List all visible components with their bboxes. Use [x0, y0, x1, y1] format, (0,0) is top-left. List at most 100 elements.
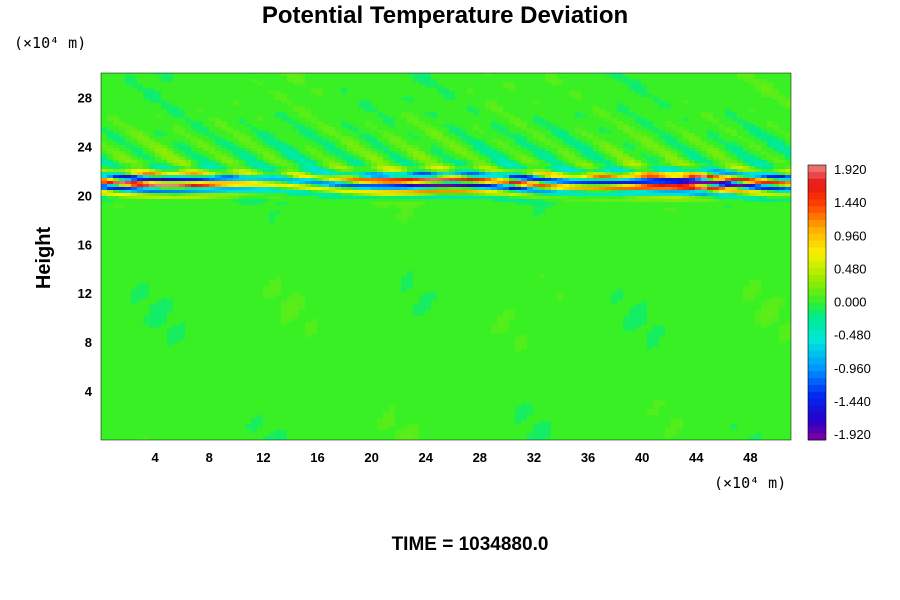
heatmap-cell: [467, 157, 473, 160]
heatmap-cell: [287, 178, 293, 181]
heatmap-cell: [695, 175, 701, 178]
heatmap-cell: [173, 178, 179, 181]
heatmap-cell: [161, 316, 167, 319]
heatmap-cell: [623, 172, 629, 175]
heatmap-cell: [305, 148, 311, 151]
heatmap-cell: [263, 133, 269, 136]
heatmap-cell: [389, 151, 395, 154]
heatmap-cell: [401, 196, 407, 199]
heatmap-cell: [173, 196, 179, 199]
heatmap-cell: [551, 79, 557, 82]
heatmap-cell: [155, 142, 161, 145]
heatmap-cell: [215, 172, 221, 175]
heatmap-cell: [581, 193, 587, 196]
heatmap-cell: [113, 118, 119, 121]
heatmap-cell: [401, 427, 407, 430]
heatmap-cell: [275, 433, 281, 436]
heatmap-cell: [197, 154, 203, 157]
heatmap-cell: [293, 154, 299, 157]
heatmap-cell: [473, 163, 479, 166]
heatmap-cell: [443, 142, 449, 145]
heatmap-cell: [509, 316, 515, 319]
heatmap-cell: [305, 112, 311, 115]
heatmap-cell: [413, 202, 419, 205]
heatmap-cell: [353, 130, 359, 133]
heatmap-cell: [521, 409, 527, 412]
colorbar-swatch: [808, 206, 826, 214]
heatmap-cell: [599, 145, 605, 148]
heatmap-cell: [761, 187, 767, 190]
heatmap-cell: [299, 178, 305, 181]
heatmap-cell: [275, 142, 281, 145]
heatmap-cell: [611, 292, 617, 295]
heatmap-cell: [695, 199, 701, 202]
heatmap-cell: [539, 205, 545, 208]
heatmap-cell: [221, 160, 227, 163]
heatmap-cell: [527, 409, 533, 412]
heatmap-cell: [401, 148, 407, 151]
heatmap-cell: [323, 190, 329, 193]
heatmap-cell: [467, 154, 473, 157]
heatmap-cell: [143, 196, 149, 199]
heatmap-cell: [389, 169, 395, 172]
heatmap-cell: [521, 160, 527, 163]
heatmap-cell: [491, 166, 497, 169]
heatmap-cell: [629, 316, 635, 319]
heatmap-cell: [593, 142, 599, 145]
heatmap-cell: [389, 181, 395, 184]
heatmap-cell: [161, 313, 167, 316]
heatmap-cell: [671, 184, 677, 187]
heatmap-cell: [305, 109, 311, 112]
heatmap-cell: [659, 328, 665, 331]
heatmap-cell: [785, 322, 791, 325]
heatmap-cell: [251, 145, 257, 148]
heatmap-cell: [749, 280, 755, 283]
heatmap-cell: [329, 178, 335, 181]
heatmap-cell: [419, 184, 425, 187]
heatmap-cell: [467, 169, 473, 172]
heatmap-cell: [515, 193, 521, 196]
heatmap-cell: [287, 145, 293, 148]
heatmap-cell: [761, 181, 767, 184]
heatmap-cell: [221, 193, 227, 196]
colorbar-swatch: [808, 295, 826, 303]
heatmap-cell: [365, 133, 371, 136]
heatmap-cell: [149, 142, 155, 145]
heatmap-cell: [497, 178, 503, 181]
heatmap-cell: [275, 196, 281, 199]
heatmap-cell: [599, 175, 605, 178]
heatmap-cell: [605, 187, 611, 190]
heatmap-cell: [155, 304, 161, 307]
heatmap-cell: [131, 169, 137, 172]
heatmap-cell: [251, 430, 257, 433]
heatmap-cell: [407, 274, 413, 277]
heatmap-cell: [173, 130, 179, 133]
heatmap-cell: [599, 160, 605, 163]
heatmap-cell: [767, 175, 773, 178]
heatmap-cell: [671, 169, 677, 172]
heatmap-cell: [335, 166, 341, 169]
heatmap-cell: [425, 307, 431, 310]
heatmap-cell: [281, 316, 287, 319]
heatmap-cell: [725, 178, 731, 181]
heatmap-cell: [647, 166, 653, 169]
heatmap-cell: [767, 163, 773, 166]
heatmap-cell: [485, 103, 491, 106]
heatmap-cell: [731, 193, 737, 196]
heatmap-cell: [281, 151, 287, 154]
heatmap-cell: [305, 181, 311, 184]
heatmap-cell: [167, 304, 173, 307]
heatmap-cell: [581, 187, 587, 190]
heatmap-cell: [731, 178, 737, 181]
heatmap-cell: [533, 181, 539, 184]
heatmap-cell: [635, 175, 641, 178]
heatmap-cell: [407, 271, 413, 274]
heatmap-cell: [179, 175, 185, 178]
heatmap-cell: [161, 100, 167, 103]
heatmap-cell: [581, 172, 587, 175]
heatmap-cell: [515, 340, 521, 343]
heatmap-cell: [527, 178, 533, 181]
heatmap-cell: [191, 193, 197, 196]
heatmap-cell: [665, 142, 671, 145]
heatmap-cell: [203, 163, 209, 166]
